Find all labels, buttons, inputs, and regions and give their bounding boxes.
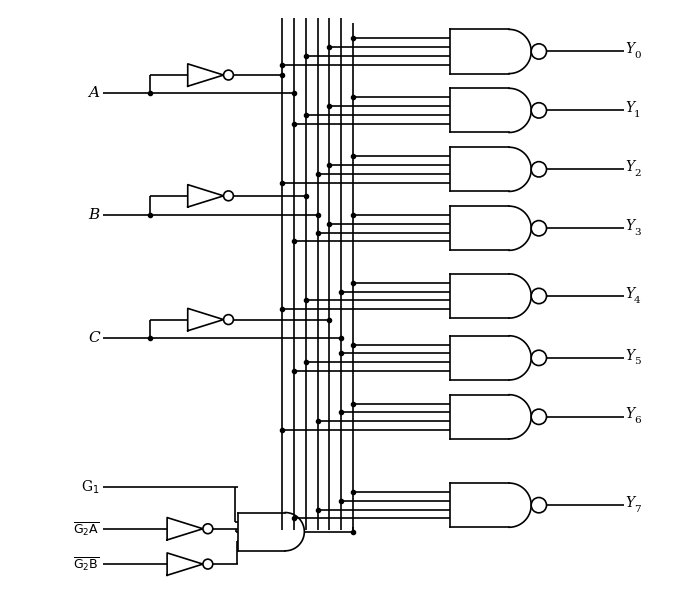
Text: Y: Y — [626, 349, 635, 362]
Text: C: C — [88, 332, 99, 345]
Text: Y: Y — [626, 407, 635, 422]
Text: $\overline{\mathrm{G_2A}}$: $\overline{\mathrm{G_2A}}$ — [74, 520, 99, 538]
Circle shape — [223, 191, 233, 201]
Text: A: A — [89, 86, 99, 99]
Text: B: B — [88, 208, 99, 221]
Circle shape — [531, 103, 547, 118]
Text: Y: Y — [626, 160, 635, 174]
Text: 6: 6 — [634, 416, 640, 426]
Circle shape — [223, 70, 233, 80]
Text: 0: 0 — [634, 51, 640, 60]
Text: 4: 4 — [634, 295, 640, 305]
Circle shape — [203, 559, 213, 569]
Text: 5: 5 — [634, 358, 640, 366]
Text: Y: Y — [626, 42, 635, 56]
Circle shape — [531, 162, 547, 177]
Text: Y: Y — [626, 496, 635, 510]
Circle shape — [531, 44, 547, 59]
Text: Y: Y — [626, 101, 635, 115]
Circle shape — [531, 350, 547, 365]
Text: 3: 3 — [634, 228, 640, 237]
Text: Y: Y — [626, 219, 635, 233]
Text: 1: 1 — [634, 110, 640, 119]
Text: 7: 7 — [634, 505, 640, 514]
Text: $\overline{\mathrm{G_2B}}$: $\overline{\mathrm{G_2B}}$ — [74, 555, 99, 573]
Text: 2: 2 — [634, 169, 640, 178]
Circle shape — [531, 221, 547, 236]
Circle shape — [223, 314, 233, 324]
Circle shape — [203, 524, 213, 533]
Circle shape — [531, 288, 547, 304]
Circle shape — [531, 409, 547, 424]
Text: G$_1$: G$_1$ — [81, 479, 99, 496]
Text: Y: Y — [626, 287, 635, 301]
Circle shape — [531, 497, 547, 513]
